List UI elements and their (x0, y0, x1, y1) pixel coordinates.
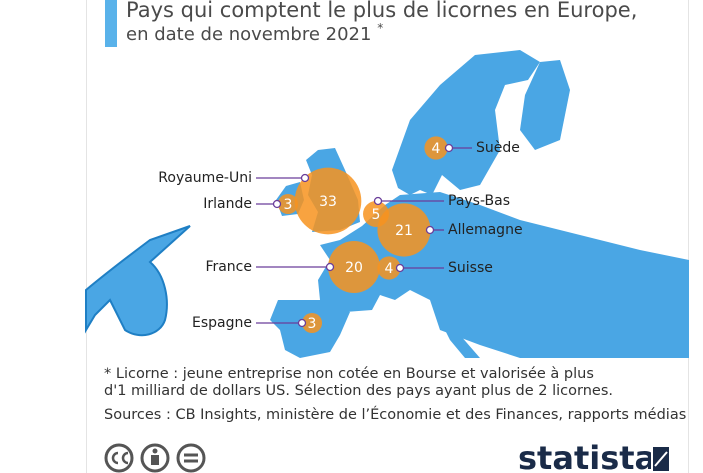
footnote: * Licorne : jeune entreprise non cotée e… (104, 366, 614, 399)
nd-icon (176, 443, 206, 473)
country-label: Suède (476, 140, 520, 156)
leader-dot (325, 262, 335, 272)
leader-dot (297, 318, 307, 328)
chart-title: en date de novembre 2021 * (126, 21, 383, 45)
card (86, 0, 689, 473)
bubble-value: 4 (432, 141, 441, 157)
bubble (377, 256, 401, 280)
country-label: Suisse (448, 260, 493, 276)
bubble-value: 33 (319, 194, 337, 210)
italy (440, 320, 480, 358)
unicorn-illustration (85, 225, 191, 337)
cc-glyph (111, 451, 129, 465)
bubble-value: 5 (372, 207, 381, 223)
chart-title: Pays qui comptent le plus de licornes en… (126, 0, 637, 22)
leader-dot (300, 173, 310, 183)
sources: Sources : CB Insights, ministère de l’Éc… (104, 407, 687, 423)
bubble (328, 241, 380, 293)
bubble (294, 167, 362, 235)
brand-logo: statista (518, 439, 656, 473)
title-note-mark: * (377, 21, 383, 35)
bubble-value: 4 (385, 261, 394, 277)
brand-icon (651, 445, 671, 473)
bubble-value: 20 (345, 260, 363, 276)
leader-dot (272, 199, 282, 209)
by-icon (140, 443, 170, 473)
chart-title-line: en date de novembre 2021 (126, 24, 371, 45)
leader-dot (373, 196, 383, 206)
finland (520, 60, 570, 150)
bubble (424, 136, 448, 160)
country-label: Royaume-Uni (158, 170, 252, 186)
country-label: Pays-Bas (448, 193, 510, 209)
by-glyph (152, 448, 158, 454)
cc-icon (104, 443, 134, 473)
bubble (277, 193, 299, 215)
cc-icons (104, 443, 206, 473)
leader-dot (395, 263, 405, 273)
country-label: Allemagne (448, 222, 523, 238)
country-label: Espagne (192, 315, 252, 331)
bubble (301, 312, 323, 334)
bubble (377, 203, 431, 257)
country-label: France (205, 259, 252, 275)
nd-glyph (184, 453, 198, 463)
bubble-value: 3 (284, 197, 293, 213)
bubble-value: 21 (395, 223, 413, 239)
scandinavia (392, 50, 540, 195)
by-glyph (151, 455, 159, 465)
leader-dot (444, 143, 454, 153)
bubble-value: 3 (308, 316, 317, 332)
title-bar (105, 0, 117, 47)
country-label: Irlande (203, 196, 252, 212)
leader-dot (425, 225, 435, 235)
